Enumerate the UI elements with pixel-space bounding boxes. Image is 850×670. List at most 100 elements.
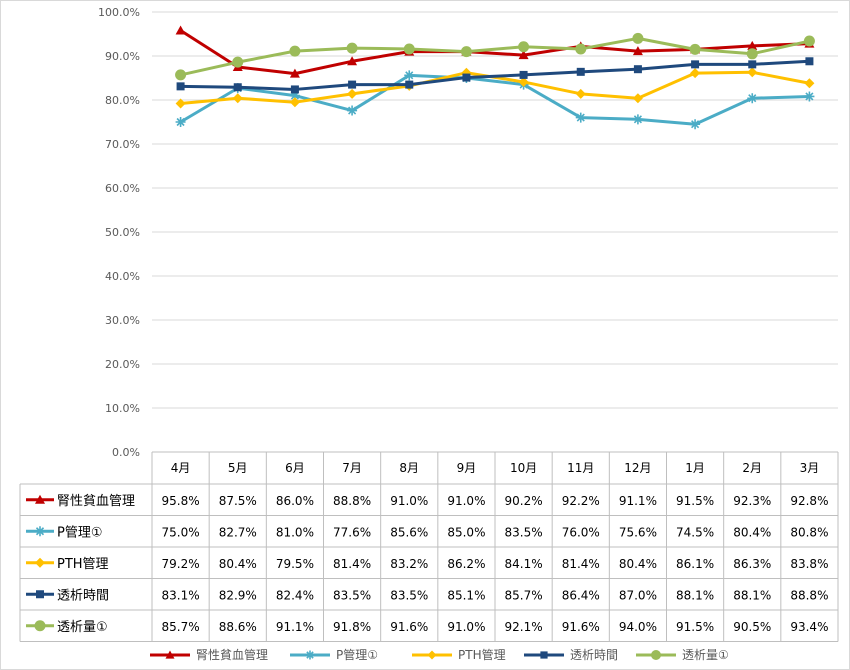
data-label: 80.4% bbox=[219, 557, 257, 571]
data-label: 85.7% bbox=[505, 588, 543, 602]
data-point bbox=[348, 80, 357, 89]
y-tick-label: 10.0% bbox=[105, 402, 140, 415]
data-label: 88.6% bbox=[219, 620, 257, 634]
data-label: 81.0% bbox=[276, 525, 314, 539]
data-point bbox=[803, 35, 815, 47]
data-point bbox=[289, 90, 300, 101]
data-label: 81.4% bbox=[562, 557, 600, 571]
data-point bbox=[403, 43, 415, 55]
data-label: 79.5% bbox=[276, 557, 314, 571]
data-point bbox=[804, 91, 815, 102]
data-point bbox=[632, 32, 644, 44]
data-label: 91.0% bbox=[390, 494, 428, 508]
data-label: 83.1% bbox=[162, 588, 200, 602]
data-label: 92.1% bbox=[505, 620, 543, 634]
data-label: 85.0% bbox=[447, 525, 485, 539]
data-label: 90.5% bbox=[733, 620, 771, 634]
data-point bbox=[805, 57, 814, 66]
category-label: 11月 bbox=[567, 461, 594, 475]
data-label: 83.5% bbox=[390, 588, 428, 602]
category-label: 6月 bbox=[285, 461, 305, 475]
legend-marker bbox=[305, 650, 315, 660]
data-label: 92.3% bbox=[733, 494, 771, 508]
y-tick-label: 20.0% bbox=[105, 358, 140, 371]
data-label: 86.0% bbox=[276, 494, 314, 508]
legend-marker bbox=[540, 651, 548, 659]
data-point bbox=[289, 68, 300, 78]
data-label: 84.1% bbox=[505, 557, 543, 571]
data-point bbox=[462, 73, 471, 82]
data-point bbox=[576, 67, 585, 76]
data-point bbox=[518, 50, 529, 60]
data-point bbox=[575, 88, 586, 99]
row-legend-key-marker bbox=[34, 620, 46, 632]
data-point bbox=[347, 88, 358, 99]
data-point bbox=[232, 93, 243, 104]
y-tick-label: 90.0% bbox=[105, 50, 140, 63]
data-point bbox=[632, 46, 643, 56]
category-label: 2月 bbox=[742, 461, 762, 475]
row-legend-key-marker bbox=[35, 526, 45, 537]
data-point bbox=[289, 97, 300, 108]
row-series-label: P管理① bbox=[57, 525, 103, 540]
data-label: 83.2% bbox=[390, 557, 428, 571]
data-label: 85.6% bbox=[390, 525, 428, 539]
data-point bbox=[176, 82, 185, 91]
row-series-label: 透析時間 bbox=[57, 588, 109, 603]
data-point bbox=[346, 42, 358, 54]
data-point bbox=[519, 70, 528, 79]
data-label: 83.8% bbox=[790, 557, 828, 571]
category-label: 8月 bbox=[399, 461, 419, 475]
y-tick-label: 0.0% bbox=[112, 446, 140, 459]
data-point bbox=[405, 80, 414, 89]
series-line bbox=[179, 73, 810, 126]
row-series-label: 透析量① bbox=[57, 620, 108, 635]
series-line bbox=[180, 36, 810, 77]
data-point bbox=[290, 85, 299, 94]
data-label: 83.5% bbox=[505, 525, 543, 539]
data-point bbox=[518, 41, 530, 53]
data-label: 74.5% bbox=[676, 525, 714, 539]
data-label: 91.5% bbox=[676, 494, 714, 508]
data-label: 88.1% bbox=[676, 588, 714, 602]
data-label: 86.2% bbox=[447, 557, 485, 571]
data-point bbox=[518, 76, 529, 87]
data-point bbox=[175, 117, 186, 127]
legend-label: PTH管理 bbox=[458, 647, 506, 662]
data-label: 82.7% bbox=[219, 525, 257, 539]
data-label: 85.7% bbox=[162, 620, 200, 634]
data-point bbox=[747, 93, 758, 104]
category-label: 10月 bbox=[510, 461, 537, 475]
data-point bbox=[175, 69, 187, 81]
data-point bbox=[289, 45, 301, 57]
data-label: 76.0% bbox=[562, 525, 600, 539]
legend-label: 透析量① bbox=[682, 648, 729, 662]
data-point bbox=[689, 43, 701, 55]
y-tick-label: 30.0% bbox=[105, 314, 140, 327]
data-point bbox=[633, 65, 642, 74]
data-point bbox=[175, 98, 186, 109]
data-point bbox=[347, 56, 358, 66]
legend-label: 腎性貧血管理 bbox=[196, 647, 268, 662]
y-tick-label: 80.0% bbox=[105, 94, 140, 107]
data-label: 80.4% bbox=[733, 525, 771, 539]
category-label: 4月 bbox=[171, 461, 191, 475]
data-label: 86.4% bbox=[562, 588, 600, 602]
data-label: 91.6% bbox=[562, 620, 600, 634]
data-label: 91.6% bbox=[390, 620, 428, 634]
data-point bbox=[746, 48, 758, 60]
data-point bbox=[690, 68, 701, 79]
data-point bbox=[460, 46, 472, 58]
data-point bbox=[175, 25, 186, 35]
data-label: 85.1% bbox=[447, 588, 485, 602]
data-point bbox=[233, 83, 242, 92]
data-label: 87.5% bbox=[219, 494, 257, 508]
legend-marker bbox=[165, 650, 175, 659]
data-label: 94.0% bbox=[619, 620, 657, 634]
y-tick-label: 100.0% bbox=[98, 6, 140, 19]
data-label: 92.2% bbox=[562, 494, 600, 508]
data-label: 91.1% bbox=[619, 494, 657, 508]
data-label: 91.1% bbox=[276, 620, 314, 634]
y-tick-label: 50.0% bbox=[105, 226, 140, 239]
